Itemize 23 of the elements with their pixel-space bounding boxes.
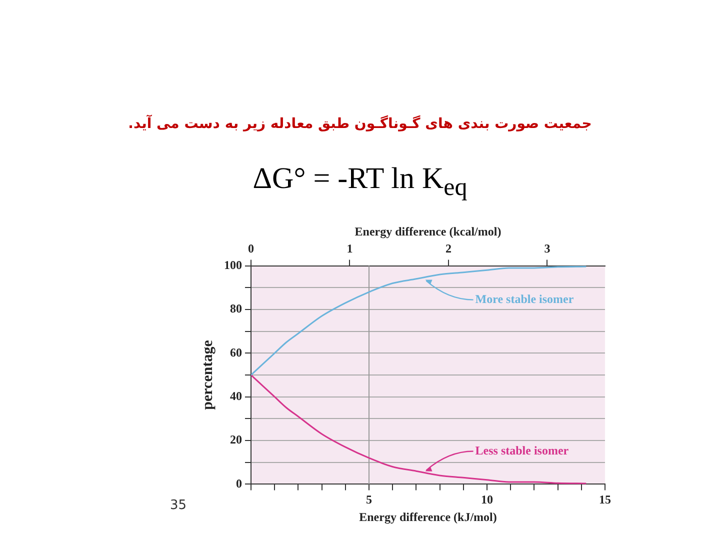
y-axis-title: percentage [200,340,216,410]
annotation: Less stable isomer [475,443,570,458]
y-tick-label: 0 [236,476,242,490]
line-series [251,374,587,484]
text: 35 [170,498,187,513]
x2-tick-label: 3 [544,242,550,256]
x-tick-label: 15 [599,492,611,506]
x2-tick-label: 1 [346,242,353,256]
line-series [251,266,587,376]
x2-tick-label: 0 [248,242,254,256]
x-axis-title: Energy difference (kJ/mol) [359,510,497,524]
x2-tick-label: 2 [445,242,452,256]
x2-axis-title: Energy difference (kcal/mol) [354,224,502,238]
x-tick-label: 10 [481,492,493,506]
y-tick-label: 40 [230,388,242,403]
y-tick-label: 80 [230,302,242,316]
y-tick-label: 20 [230,432,242,447]
y-tick-label: 100 [224,258,242,272]
chart-title: جمعیت صورت بندی های گـوناگـون طبق معادله زیر به دست می آید. [127,116,593,132]
chart-subtitle: ΔG° = -RT ln K$_{eq}$ [252,162,468,202]
y-tick-label: 60 [230,345,242,360]
annotation: More stable isomer [475,292,574,306]
x-tick-label: 5 [366,492,372,506]
